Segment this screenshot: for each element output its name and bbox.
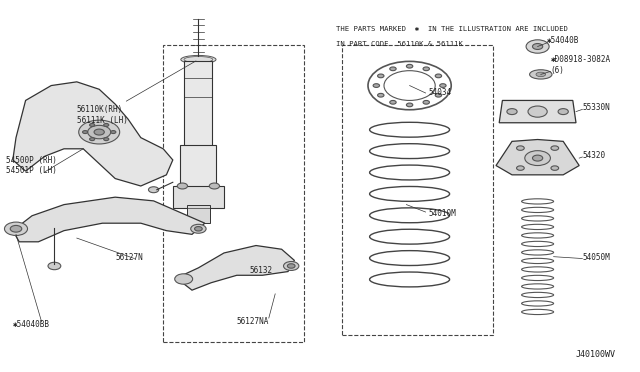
Polygon shape: [13, 82, 173, 186]
Circle shape: [90, 124, 95, 126]
Text: ✱54040B: ✱54040B: [547, 36, 580, 45]
Text: 54010M: 54010M: [429, 209, 456, 218]
Circle shape: [551, 166, 559, 170]
Ellipse shape: [529, 70, 552, 79]
Text: 54034: 54034: [429, 88, 452, 97]
Circle shape: [88, 125, 111, 139]
Circle shape: [94, 129, 104, 135]
Circle shape: [423, 67, 429, 71]
Bar: [187, 205, 210, 223]
Circle shape: [10, 225, 22, 232]
Polygon shape: [13, 197, 205, 242]
Circle shape: [406, 103, 413, 107]
Circle shape: [507, 109, 517, 115]
Text: 56132: 56132: [250, 266, 273, 275]
Text: ✱54040BB: ✱54040BB: [13, 320, 50, 329]
Text: 56110K(RH)
56111K (LH): 56110K(RH) 56111K (LH): [77, 61, 196, 125]
Bar: [180, 145, 216, 193]
Bar: [163, 45, 304, 342]
Circle shape: [435, 93, 442, 97]
Circle shape: [551, 146, 559, 150]
Bar: [173, 186, 224, 208]
Circle shape: [440, 84, 446, 87]
Circle shape: [516, 146, 524, 150]
Circle shape: [175, 274, 193, 284]
Circle shape: [90, 138, 95, 141]
Text: ✱Ð08918-3082A
(6): ✱Ð08918-3082A (6): [550, 55, 611, 74]
Circle shape: [191, 224, 206, 233]
Circle shape: [390, 100, 396, 104]
Circle shape: [284, 262, 299, 270]
Circle shape: [148, 187, 159, 193]
Text: 56127NA: 56127NA: [237, 317, 269, 326]
Circle shape: [525, 151, 550, 166]
Circle shape: [532, 155, 543, 161]
Circle shape: [378, 93, 384, 97]
Circle shape: [526, 40, 549, 53]
Circle shape: [558, 109, 568, 115]
Circle shape: [435, 74, 442, 78]
Ellipse shape: [536, 72, 545, 77]
Circle shape: [287, 264, 295, 268]
Circle shape: [111, 131, 116, 134]
Polygon shape: [499, 100, 576, 123]
Text: J40100WV: J40100WV: [576, 350, 616, 359]
Bar: [342, 45, 493, 335]
Text: 55330N: 55330N: [582, 103, 610, 112]
Circle shape: [423, 100, 429, 104]
Circle shape: [177, 183, 188, 189]
Polygon shape: [182, 246, 294, 290]
Circle shape: [104, 124, 109, 126]
Circle shape: [209, 183, 220, 189]
Circle shape: [83, 131, 88, 134]
Text: 56127N: 56127N: [115, 253, 143, 262]
Circle shape: [79, 120, 120, 144]
Circle shape: [516, 166, 524, 170]
Circle shape: [406, 64, 413, 68]
Text: IN PART CODE  56110K & 56111K: IN PART CODE 56110K & 56111K: [336, 41, 463, 47]
Circle shape: [390, 67, 396, 71]
Bar: [184, 61, 212, 149]
Polygon shape: [496, 140, 579, 175]
Circle shape: [48, 262, 61, 270]
Circle shape: [378, 74, 384, 78]
Circle shape: [104, 138, 109, 141]
Ellipse shape: [181, 55, 216, 64]
Circle shape: [528, 106, 547, 117]
Text: 54500P (RH)
54501P (LH): 54500P (RH) 54501P (LH): [6, 155, 57, 175]
Circle shape: [4, 222, 28, 235]
Text: 54050M: 54050M: [582, 253, 610, 262]
Circle shape: [373, 84, 380, 87]
Text: THE PARTS MARKED  ✱  IN THE ILLUSTRATION ARE INCLUDED: THE PARTS MARKED ✱ IN THE ILLUSTRATION A…: [336, 26, 568, 32]
Text: 54320: 54320: [582, 151, 605, 160]
Circle shape: [195, 227, 202, 231]
Circle shape: [532, 44, 543, 49]
